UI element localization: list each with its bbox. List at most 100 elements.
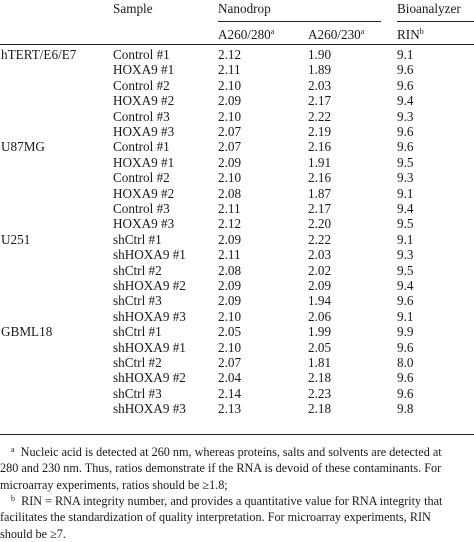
bioanalyzer-rule [397, 21, 474, 22]
cell-a260-280: 2.10 [218, 77, 242, 93]
footnote-mark-a: a [270, 27, 275, 36]
cell-rin: 9.8 [397, 401, 414, 417]
cell-cell-line: U251 [1, 231, 31, 247]
header-bottom-rule [0, 44, 474, 45]
footnote-b-line: facilitates the standardization of quali… [0, 510, 431, 525]
cell-sample: shCtrl #1 [113, 231, 162, 247]
cell-a260-230: 2.09 [308, 278, 332, 293]
cell-rin: 9.4 [397, 93, 414, 109]
footnote-a: a Nucleic acid is detected at 260 nm, wh… [0, 442, 474, 493]
cell-a260-280: 2.14 [218, 385, 242, 401]
cell-a260-280: 2.09 [218, 278, 242, 293]
cell-a260-280: 2.09 [218, 93, 242, 109]
cell-sample: HOXA9 #1 [113, 62, 175, 78]
cell-a260-280: 2.07 [218, 139, 242, 155]
cell-a260-230: 2.23 [308, 385, 332, 401]
cell-sample: shCtrl #3 [113, 293, 162, 309]
cell-a260-230: 1.94 [308, 293, 332, 309]
cell-a260-280: 2.04 [218, 370, 242, 386]
cell-a260-230: 2.20 [308, 216, 332, 232]
cell-a260-280: 2.11 [218, 62, 241, 78]
cell-rin: 9.6 [397, 293, 414, 309]
cell-a260-230: 1.87 [308, 185, 332, 201]
cell-sample: Control #2 [113, 77, 170, 93]
table-bottom-rule [0, 434, 474, 435]
footnote-b-mark: b [11, 494, 15, 503]
cell-rin: 9.6 [397, 385, 414, 401]
footnote-b: b RIN = RNA integrity number, and provid… [0, 491, 474, 542]
cell-sample: HOXA9 #2 [113, 93, 175, 109]
cell-a260-230: 2.03 [308, 77, 332, 93]
cell-rin: 9.4 [397, 201, 414, 216]
cell-sample: shHOXA9 #1 [113, 339, 186, 355]
cell-sample: HOXA9 #3 [113, 124, 175, 139]
cell-sample: shCtrl #2 [113, 355, 162, 370]
cell-a260-230: 2.16 [308, 139, 332, 155]
cell-a260-280: 2.10 [218, 108, 242, 124]
cell-a260-280: 2.11 [218, 201, 241, 216]
footnote-mark-a: a [360, 27, 365, 36]
cell-rin: 9.5 [397, 154, 414, 170]
cell-rin: 9.9 [397, 324, 414, 340]
cell-a260-280: 2.13 [218, 401, 242, 417]
cell-sample: shHOXA9 #2 [113, 278, 186, 293]
footnote-a-line: microarray experiments, ratios should be… [0, 477, 228, 492]
footnote-b-line: b RIN = RNA integrity number, and provid… [11, 494, 443, 508]
cell-rin: 9.3 [397, 247, 414, 263]
cell-a260-280: 2.12 [218, 47, 242, 62]
cell-a260-280: 2.10 [218, 308, 242, 324]
cell-sample: shHOXA9 #3 [113, 308, 186, 324]
cell-a260-230: 1.89 [308, 62, 332, 78]
cell-sample: Control #2 [113, 170, 170, 186]
footnote-mark-b: b [419, 27, 424, 36]
cell-rin: 9.3 [397, 108, 414, 124]
cell-a260-230: 1.81 [308, 355, 332, 370]
cell-cell-line: U87MG [1, 139, 45, 155]
cell-a260-230: 2.03 [308, 247, 332, 263]
cell-a260-230: 2.22 [308, 108, 332, 124]
cell-sample: Control #3 [113, 108, 170, 124]
cell-a260-230: 2.18 [308, 370, 332, 386]
header-sample: Sample [113, 1, 153, 16]
footnote-a-mark: a [11, 445, 15, 454]
cell-a260-230: 1.91 [308, 154, 332, 170]
cell-a260-230: 2.18 [308, 401, 332, 417]
cell-sample: shHOXA9 #1 [113, 247, 186, 263]
footnote-a-line: 280 and 230 nm. Thus, ratios demonstrate… [0, 461, 442, 476]
cell-a260-280: 2.07 [218, 124, 242, 139]
header-nanodrop: Nanodrop [218, 1, 271, 16]
header-a260-230: A260/230a [308, 27, 365, 42]
cell-a260-280: 2.07 [218, 355, 242, 370]
cell-a260-280: 2.08 [218, 262, 242, 278]
cell-a260-230: 2.02 [308, 262, 332, 278]
cell-sample: shHOXA9 #3 [113, 401, 186, 417]
cell-sample: Control #1 [113, 139, 170, 155]
cell-rin: 9.4 [397, 278, 414, 293]
cell-a260-230: 2.17 [308, 93, 332, 109]
cell-a260-280: 2.12 [218, 216, 242, 232]
cell-a260-280: 2.10 [218, 339, 242, 355]
cell-rin: 9.5 [397, 216, 414, 232]
cell-rin: 9.1 [397, 185, 414, 201]
cell-a260-230: 2.22 [308, 231, 332, 247]
footnote-a-line: a Nucleic acid is detected at 260 nm, wh… [11, 445, 442, 459]
cell-rin: 9.1 [397, 308, 414, 324]
cell-rin: 8.0 [397, 355, 414, 370]
cell-rin: 9.6 [397, 77, 414, 93]
header-bioanalyzer: Bioanalyzer [397, 1, 461, 16]
cell-rin: 9.5 [397, 262, 414, 278]
cell-rin: 9.6 [397, 62, 414, 78]
cell-cell-line: hTERT/E6/E7 [1, 47, 77, 62]
cell-a260-230: 2.19 [308, 124, 332, 139]
cell-a260-280: 2.09 [218, 231, 242, 247]
cell-a260-280: 2.11 [218, 247, 241, 263]
cell-sample: HOXA9 #2 [113, 185, 175, 201]
cell-a260-280: 2.08 [218, 185, 242, 201]
cell-sample: HOXA9 #3 [113, 216, 175, 232]
cell-sample: Control #3 [113, 201, 170, 216]
cell-rin: 9.1 [397, 47, 414, 62]
footnote-b-line: should be ≥7. [0, 526, 66, 541]
cell-sample: shHOXA9 #2 [113, 370, 186, 386]
cell-rin: 9.6 [397, 139, 414, 155]
header-rin: RINb [397, 27, 424, 42]
